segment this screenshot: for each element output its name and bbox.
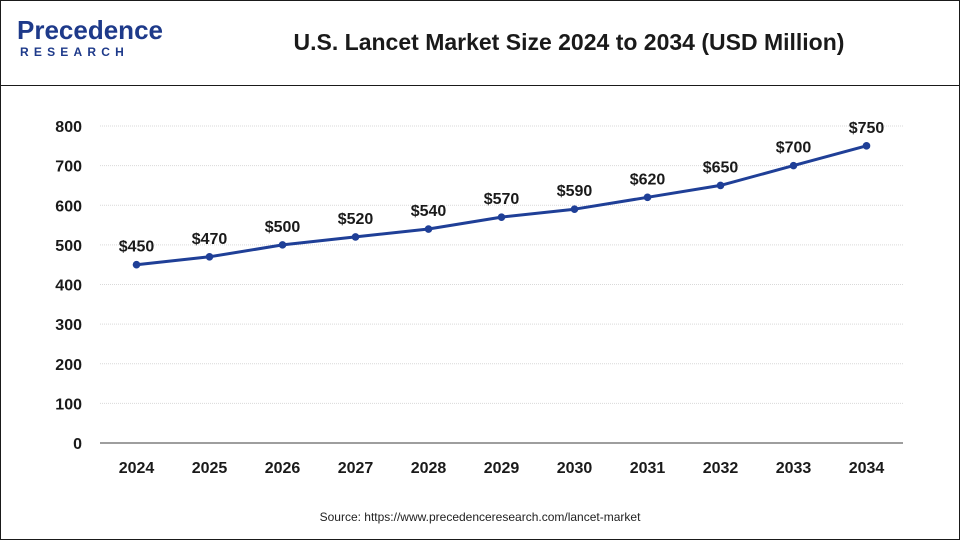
x-tick-label: 2030 bbox=[557, 460, 593, 477]
data-point bbox=[424, 225, 433, 233]
y-tick-label: 0 bbox=[73, 436, 82, 453]
y-tick-label: 500 bbox=[55, 238, 82, 255]
data-labels: $450 $470 $500 $520 $540 $570 $590 $620 $650 $700… bbox=[119, 120, 885, 256]
data-point bbox=[789, 161, 798, 170]
x-tick-label: 2026 bbox=[265, 460, 301, 477]
y-tick-label: 600 bbox=[55, 198, 82, 215]
data-label: $570 bbox=[484, 191, 520, 208]
y-tick-label: 700 bbox=[55, 159, 82, 176]
x-tick-label: 2028 bbox=[411, 460, 447, 477]
data-label: $450 bbox=[119, 239, 155, 256]
data-label: $520 bbox=[338, 211, 374, 228]
data-label: $750 bbox=[849, 120, 885, 137]
y-tick-label: 800 bbox=[55, 119, 82, 136]
data-point bbox=[351, 233, 360, 241]
data-point bbox=[497, 213, 506, 221]
data-label: $650 bbox=[703, 159, 739, 176]
source-note: Source: https://www.precedenceresearch.c… bbox=[319, 510, 641, 524]
data-label: $500 bbox=[265, 219, 301, 236]
x-tick-label: 2029 bbox=[484, 460, 520, 477]
x-tick-label: 2032 bbox=[703, 460, 739, 477]
logo-wordmark: Precedence bbox=[17, 15, 163, 45]
x-tick-label: 2033 bbox=[776, 460, 812, 477]
x-tick-label: 2024 bbox=[119, 460, 155, 477]
series-group bbox=[132, 142, 871, 269]
data-label: $540 bbox=[411, 203, 447, 220]
data-point bbox=[862, 142, 871, 150]
x-tick-label: 2025 bbox=[192, 460, 228, 477]
x-tick-label: 2027 bbox=[338, 460, 374, 477]
data-label: $700 bbox=[776, 140, 812, 157]
data-point bbox=[132, 260, 141, 269]
data-label: $620 bbox=[630, 171, 666, 188]
y-tick-label: 300 bbox=[55, 317, 82, 334]
data-point bbox=[643, 193, 652, 202]
data-point bbox=[716, 181, 725, 190]
x-axis-tick-labels: 2024 2025 2026 2027 2028 2029 2030 2031 2032 2033… bbox=[119, 460, 885, 477]
logo-subtitle: RESEARCH bbox=[20, 45, 129, 59]
x-tick-label: 2031 bbox=[630, 460, 666, 477]
data-label: $470 bbox=[192, 231, 228, 248]
data-point bbox=[278, 241, 287, 249]
y-tick-label: 100 bbox=[55, 396, 82, 413]
data-point bbox=[205, 252, 214, 261]
data-point bbox=[570, 205, 579, 214]
header: Precedence RESEARCH U.S. Lancet Market S… bbox=[1, 1, 959, 86]
y-tick-label: 200 bbox=[55, 357, 82, 374]
precedence-research-logo: Precedence RESEARCH bbox=[17, 15, 177, 65]
data-label: $590 bbox=[557, 183, 593, 200]
chart-title: U.S. Lancet Market Size 2024 to 2034 (US… bbox=[293, 29, 845, 55]
y-axis-tick-labels: 0 100 200 300 400 500 600 700 800 bbox=[55, 119, 82, 453]
y-tick-label: 400 bbox=[55, 278, 82, 295]
x-tick-label: 2034 bbox=[849, 460, 885, 477]
